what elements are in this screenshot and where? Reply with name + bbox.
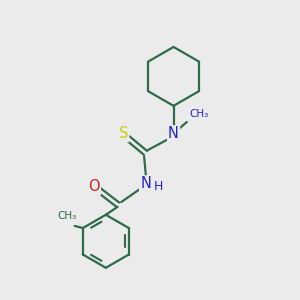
Text: N: N xyxy=(140,176,151,191)
Text: N: N xyxy=(168,126,179,141)
Text: H: H xyxy=(154,180,163,193)
Text: CH₃: CH₃ xyxy=(190,109,209,119)
Text: S: S xyxy=(119,126,128,141)
Text: CH₃: CH₃ xyxy=(58,211,77,221)
Text: O: O xyxy=(88,179,100,194)
